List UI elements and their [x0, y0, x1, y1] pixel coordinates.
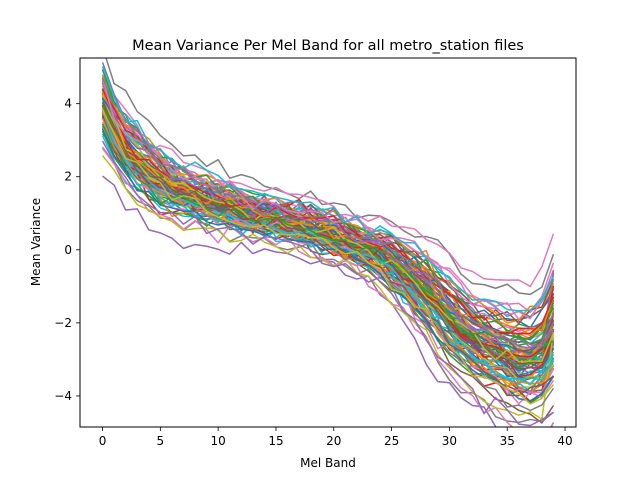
x-tick-label: 35: [500, 434, 515, 448]
series-line: [101, 66, 555, 312]
series-line: [101, 155, 555, 420]
plot-frame: [79, 57, 577, 428]
series-line: [101, 128, 555, 402]
plot-area: [101, 58, 555, 427]
chart-title: Mean Variance Per Mel Band for all metro…: [132, 38, 524, 54]
series-line: [101, 147, 555, 427]
series-line: [101, 78, 555, 320]
x-tick-label: 0: [99, 434, 107, 448]
x-tick-label: 40: [557, 434, 572, 448]
series-line: [101, 77, 555, 348]
series-line: [101, 111, 555, 336]
x-axis: 0 5 10 15 20 25 30 35 40: [99, 427, 573, 448]
y-tick-label: 0: [64, 243, 72, 257]
y-axis-label: Mean Variance: [29, 198, 43, 286]
x-tick-label: 15: [268, 434, 283, 448]
x-tick-label: 10: [211, 434, 226, 448]
series-line: [101, 140, 554, 427]
y-tick-label: 2: [64, 170, 72, 184]
series-line: [101, 76, 555, 324]
x-tick-label: 20: [326, 434, 341, 448]
y-tick-label: 4: [64, 97, 72, 111]
series-line: [101, 82, 555, 349]
x-tick-label: 5: [157, 434, 165, 448]
series-line: [101, 101, 554, 397]
series-line: [101, 85, 555, 363]
y-tick-label: −2: [54, 316, 72, 330]
series-line: [101, 68, 555, 288]
x-tick-label: 25: [384, 434, 399, 448]
y-axis: −4 −2 0 2 4: [54, 97, 80, 403]
series-line: [101, 109, 555, 405]
x-tick-label: 30: [442, 434, 457, 448]
series-line: [101, 97, 555, 341]
x-axis-label: Mel Band: [300, 456, 356, 470]
y-tick-label: −4: [54, 389, 72, 403]
